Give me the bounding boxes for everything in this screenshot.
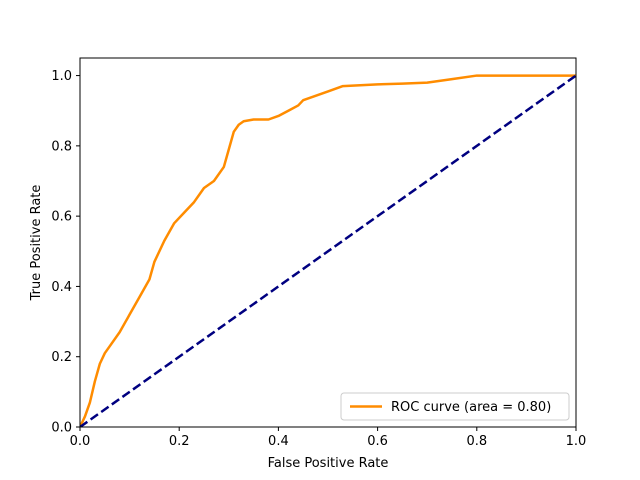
y-axis-label: True Positive Rate xyxy=(29,185,44,302)
x-tick-label: 1.0 xyxy=(566,434,587,449)
x-tick-label: 0.4 xyxy=(268,434,289,449)
legend-box xyxy=(340,392,570,421)
y-tick-label: 0.6 xyxy=(51,210,72,225)
chance-diagonal-line xyxy=(80,74,576,427)
x-tick-label: 0.0 xyxy=(70,434,91,449)
x-tick-label: 0.2 xyxy=(169,434,190,449)
legend-label: ROC curve (area = 0.80) xyxy=(391,400,551,415)
series-layer xyxy=(80,74,576,427)
y-tick-label: 0.4 xyxy=(51,280,72,295)
y-tick-label: 0.0 xyxy=(51,421,72,436)
y-tick-label: 1.0 xyxy=(51,69,72,84)
legend: ROC curve (area = 0.80) xyxy=(340,392,570,421)
x-tick-label: 0.6 xyxy=(367,434,388,449)
roc-curve-line xyxy=(80,74,576,427)
x-tick-label: 0.8 xyxy=(466,434,487,449)
plot-frame xyxy=(79,57,577,428)
ticks-layer: 0.0 0.2 0.4 0.6 0.8 1.0 0.0 0.2 0.4 0.6 0.8 1.0 xyxy=(51,69,586,449)
x-axis-label: False Positive Rate xyxy=(268,456,389,471)
y-tick-label: 0.8 xyxy=(51,139,72,154)
y-tick-label: 0.2 xyxy=(51,350,72,365)
